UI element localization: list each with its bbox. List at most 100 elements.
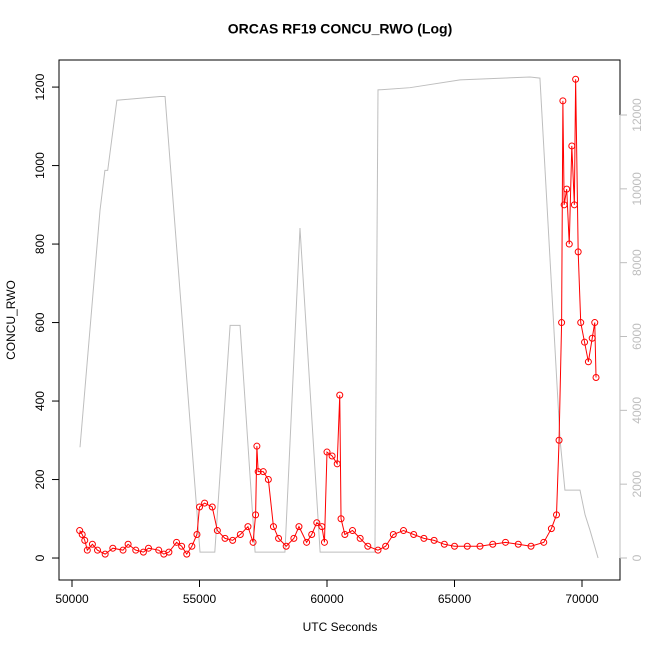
data-point (400, 527, 408, 535)
data-point (558, 319, 566, 327)
x-tick-label: 65000 (438, 592, 472, 606)
data-point (588, 334, 596, 342)
data-point (440, 540, 448, 548)
data-point (463, 542, 471, 550)
data-point (559, 97, 567, 105)
data-point (83, 546, 91, 554)
data-point (364, 542, 372, 550)
y2-tick-label: 2000 (630, 470, 644, 497)
data-point (540, 538, 548, 546)
data-point (208, 503, 216, 511)
data-point (336, 391, 344, 399)
data-point (572, 75, 580, 83)
data-point (313, 519, 321, 527)
data-point (165, 548, 173, 556)
data-point (489, 540, 497, 548)
data-point (196, 503, 204, 511)
data-point (592, 373, 600, 381)
data-point (139, 548, 147, 556)
y2-tick-label: 10000 (630, 172, 644, 206)
y2-tick-label: 12000 (630, 98, 644, 132)
y2-tick-label: 8000 (630, 249, 644, 276)
data-point (560, 201, 568, 209)
data-point (581, 338, 589, 346)
data-point (213, 527, 221, 535)
data-point (303, 538, 311, 546)
data-point (565, 240, 573, 248)
data-point (78, 530, 86, 538)
data-point (591, 319, 599, 327)
data-point (254, 468, 262, 476)
data-point (323, 448, 331, 456)
y-axis-label: CONCU_RWO (4, 280, 18, 360)
data-point (201, 499, 209, 507)
data-point (476, 542, 484, 550)
data-point (81, 536, 89, 544)
data-point (341, 530, 349, 538)
data-point (193, 530, 201, 538)
data-point (236, 530, 244, 538)
data-point (328, 452, 336, 460)
y2-tick-label: 6000 (630, 323, 644, 350)
data-point (101, 550, 109, 558)
data-point (119, 546, 127, 554)
x-tick-label: 60000 (310, 592, 344, 606)
y2-tick-label: 4000 (630, 397, 644, 424)
data-point (290, 534, 298, 542)
data-point (451, 542, 459, 550)
data-point (269, 523, 277, 531)
data-point (252, 511, 260, 519)
data-point (547, 525, 555, 533)
data-point (249, 538, 257, 546)
data-point (88, 540, 96, 548)
data-point (553, 511, 561, 519)
data-point (124, 540, 132, 548)
data-point (374, 546, 382, 554)
y-tick-label: 200 (33, 469, 47, 489)
data-point (229, 536, 237, 544)
data-point (577, 319, 585, 327)
data-point (282, 542, 290, 550)
y-tick-label: 0 (33, 554, 47, 561)
data-point (173, 538, 181, 546)
series-line (79, 76, 599, 559)
data-point (349, 527, 357, 535)
data-point (132, 546, 140, 554)
data-point (527, 542, 535, 550)
data-point (259, 468, 267, 476)
data-point (420, 534, 428, 542)
data-point (253, 442, 261, 450)
data-point (514, 540, 522, 548)
data-point (389, 530, 397, 538)
data-point (410, 530, 418, 538)
data-point (318, 523, 326, 531)
data-point (221, 534, 229, 542)
data-point (356, 534, 364, 542)
data-point (333, 460, 341, 468)
data-point (584, 358, 592, 366)
data-point (555, 436, 563, 444)
data-point (109, 544, 117, 552)
data-point (188, 542, 196, 550)
data-point (308, 530, 316, 538)
y2-tick-label: 0 (630, 554, 644, 561)
data-point (178, 542, 186, 550)
data-point (574, 248, 582, 256)
y-tick-label: 1200 (33, 73, 47, 100)
data-point (264, 476, 272, 484)
data-point (94, 546, 102, 554)
y-tick-label: 1000 (33, 152, 47, 179)
data-point (568, 142, 576, 150)
data-point (502, 538, 510, 546)
data-point (275, 534, 283, 542)
data-point (155, 546, 163, 554)
data-point (430, 536, 438, 544)
data-point (563, 185, 571, 193)
chart-title: ORCAS RF19 CONCU_RWO (Log) (228, 21, 453, 37)
x-tick-label: 50000 (55, 592, 89, 606)
data-point (145, 544, 153, 552)
y-tick-label: 600 (33, 312, 47, 332)
data-point (382, 542, 390, 550)
data-point (183, 550, 191, 558)
